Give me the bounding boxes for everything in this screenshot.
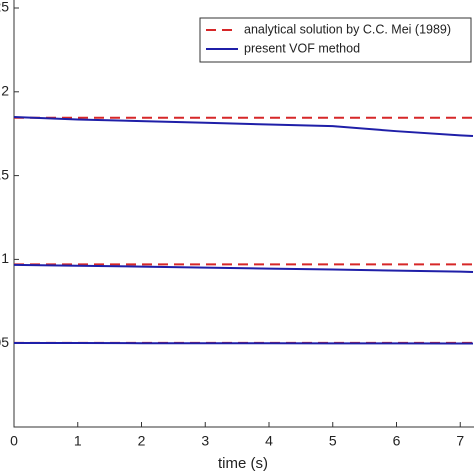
legend-label: present VOF method <box>244 41 360 55</box>
x-tick-label: 1 <box>74 433 82 449</box>
x-tick-label: 3 <box>201 433 209 449</box>
legend-box <box>199 17 472 63</box>
y-tick-label: 0.15 <box>0 166 9 182</box>
y-tick-label: 0.1 <box>0 250 9 266</box>
plot-frame <box>13 0 474 428</box>
y-tick-label: 0.05 <box>0 334 9 350</box>
series-line <box>13 263 474 273</box>
x-tick-label: 5 <box>329 433 337 449</box>
x-tick-label: 2 <box>138 433 146 449</box>
x-tick-label: 0 <box>10 433 18 449</box>
x-axis-label: time (s) <box>218 455 268 472</box>
x-tick-label: 7 <box>456 433 464 449</box>
x-tick-label: 6 <box>393 433 401 449</box>
y-tick-label: 0.25 <box>0 0 9 15</box>
series-line <box>14 342 473 345</box>
x-tick-label: 4 <box>265 433 273 449</box>
legend-label: analytical solution by C.C. Mei (1989) <box>244 22 451 36</box>
y-tick-label: 0.2 <box>0 83 9 99</box>
series-line <box>13 115 474 138</box>
